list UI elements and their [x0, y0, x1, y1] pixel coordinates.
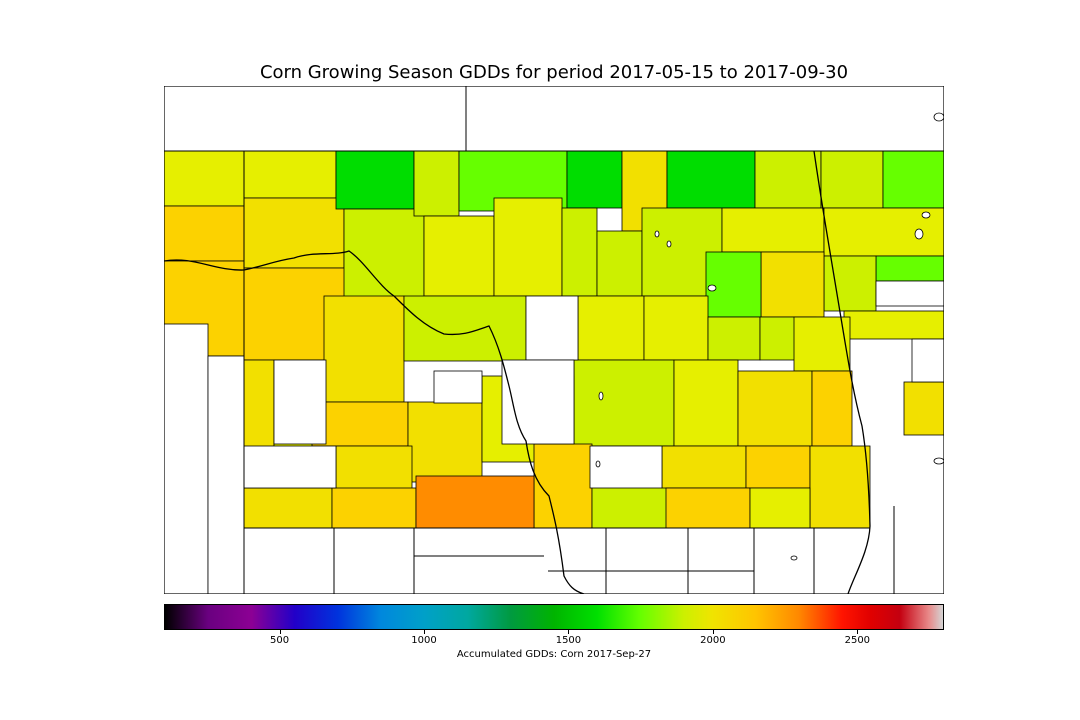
county-region — [596, 230, 643, 297]
county-region — [335, 150, 415, 210]
county-region — [705, 251, 762, 318]
colorbar-tick — [857, 630, 859, 634]
no-data-region — [164, 323, 209, 594]
county-region — [754, 150, 822, 209]
colorbar-tick — [424, 630, 425, 634]
colorbar — [164, 604, 944, 630]
county-region — [749, 487, 811, 529]
no-data-region — [911, 338, 944, 383]
county-region — [243, 150, 337, 199]
no-data-region — [207, 355, 245, 594]
county-region — [760, 251, 825, 318]
county-region — [164, 150, 245, 207]
county-region — [561, 207, 598, 297]
county-region — [793, 316, 851, 372]
colorbar-tick-label: 2000 — [700, 635, 726, 646]
county-region — [707, 316, 761, 361]
county-region — [809, 445, 871, 529]
colorbar-tick-label: 2500 — [844, 635, 871, 646]
county-region — [407, 401, 483, 483]
county-region — [577, 295, 645, 361]
county-region — [843, 310, 944, 340]
county-region — [643, 295, 709, 361]
county-region — [323, 295, 405, 403]
colorbar-tick — [568, 630, 570, 634]
colorbar-label: Accumulated GDDs: Corn 2017-Sep-27 — [456, 649, 652, 660]
county-region — [243, 487, 333, 529]
county-region — [666, 150, 756, 209]
chart-title: Corn Growing Season GDDs for period 2017… — [259, 62, 849, 83]
no-data-region — [243, 445, 337, 489]
colorbar-tick-label: 500 — [270, 635, 290, 646]
no-data-region — [875, 280, 944, 307]
county-region — [882, 150, 944, 209]
county-region — [745, 445, 811, 489]
colorbar-tick — [712, 630, 714, 634]
county-region — [661, 445, 747, 489]
county-region — [875, 255, 944, 282]
county-region — [673, 359, 739, 447]
county-region — [811, 370, 853, 447]
county-region — [243, 359, 275, 456]
county-region — [311, 401, 409, 447]
county-region — [423, 215, 495, 297]
county-region — [164, 205, 245, 262]
no-data-region — [501, 359, 575, 445]
county-region — [413, 150, 460, 217]
county-region — [903, 381, 944, 436]
county-region — [343, 208, 425, 298]
no-data-region — [273, 359, 327, 445]
county-region — [721, 207, 825, 253]
no-data-region — [589, 445, 663, 489]
no-data-region — [433, 370, 483, 404]
county-region — [533, 443, 593, 529]
no-data-region — [525, 295, 579, 361]
county-region — [820, 150, 884, 209]
county-region — [331, 487, 417, 529]
county-region — [566, 150, 623, 209]
county-region — [665, 487, 751, 529]
gdd-map — [164, 86, 944, 594]
colorbar-tick-label: 1000 — [411, 635, 437, 646]
county-region — [493, 197, 563, 297]
colorbar-tick — [279, 630, 281, 634]
county-region — [403, 295, 527, 362]
county-region — [415, 475, 535, 529]
county-region — [737, 370, 813, 447]
county-region — [573, 359, 675, 447]
colorbar-tick-label: 1500 — [555, 635, 582, 646]
